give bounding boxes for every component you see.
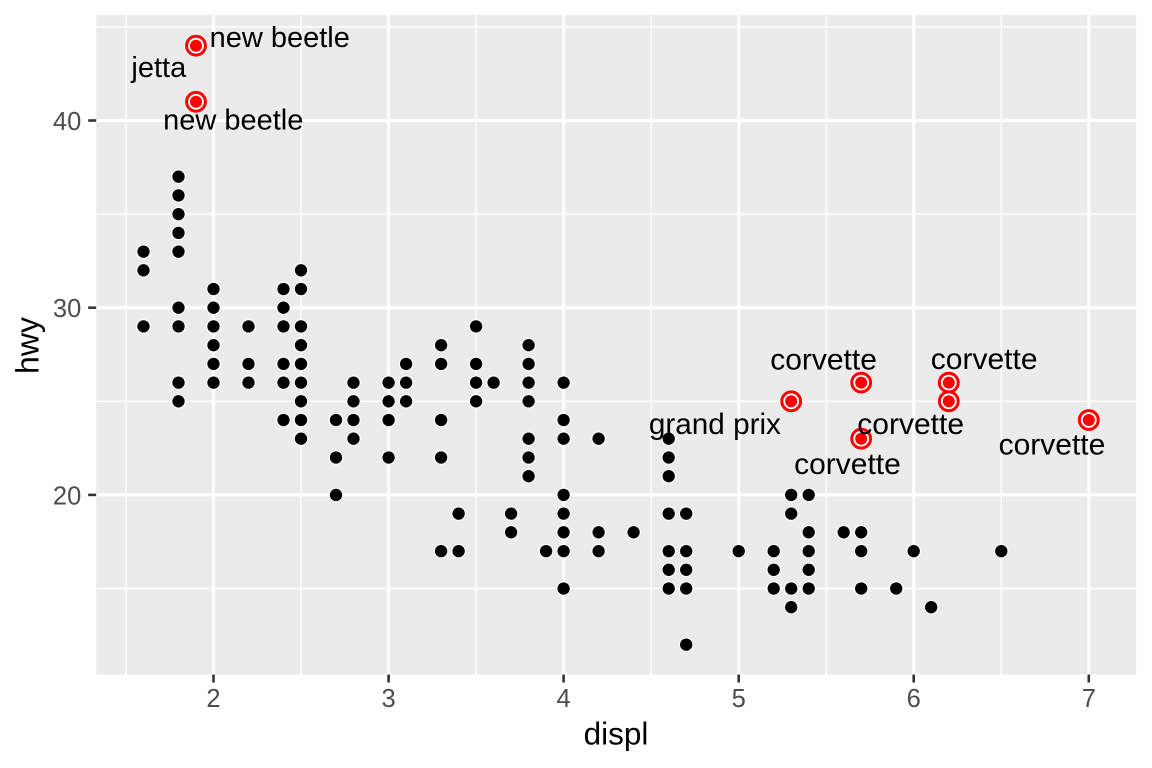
- svg-text:grand prix: grand prix: [649, 408, 781, 441]
- svg-text:corvette: corvette: [794, 448, 901, 481]
- svg-text:corvette: corvette: [857, 408, 964, 441]
- svg-text:7: 7: [1082, 685, 1096, 713]
- svg-text:corvette: corvette: [999, 429, 1106, 462]
- svg-text:20: 20: [53, 482, 81, 510]
- svg-text:3: 3: [382, 685, 396, 713]
- svg-text:6: 6: [907, 685, 921, 713]
- svg-text:30: 30: [53, 295, 81, 323]
- svg-text:displ: displ: [584, 716, 649, 752]
- svg-text:40: 40: [53, 108, 81, 136]
- svg-text:4: 4: [557, 685, 571, 713]
- svg-text:new beetle: new beetle: [163, 105, 303, 137]
- svg-text:corvette: corvette: [770, 344, 877, 377]
- svg-text:hwy: hwy: [10, 317, 46, 374]
- svg-text:2: 2: [206, 685, 220, 713]
- svg-text:new beetle: new beetle: [210, 22, 350, 54]
- svg-text:jetta: jetta: [130, 52, 187, 84]
- svg-text:5: 5: [732, 685, 746, 713]
- svg-text:corvette: corvette: [931, 343, 1038, 376]
